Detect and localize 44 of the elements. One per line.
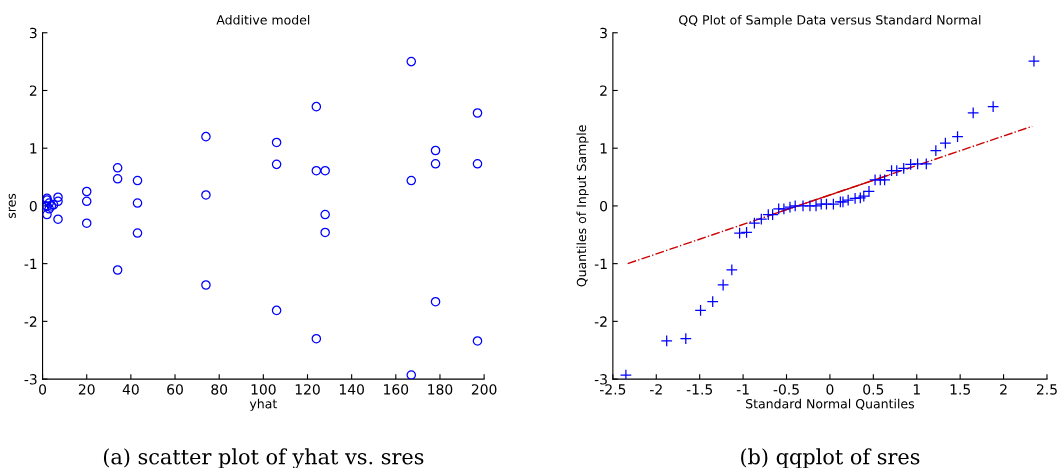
x-tick-label: 2 bbox=[1000, 384, 1007, 395]
x-tick-label: 0.5 bbox=[863, 384, 884, 395]
x-tick-label: -2 bbox=[650, 384, 662, 395]
x-tick-label: 1.5 bbox=[950, 384, 970, 395]
x-tick-label: 160 bbox=[384, 384, 409, 395]
text: (b) qqplot of sres bbox=[741, 448, 920, 468]
x-tick-label: 100 bbox=[251, 384, 276, 395]
x-tick-label: -0.5 bbox=[773, 384, 799, 395]
y-tick-label: 1 bbox=[30, 143, 37, 154]
y-tick-label: 0 bbox=[600, 200, 608, 212]
x-tick-label: -1.5 bbox=[686, 384, 713, 395]
y-tick-label: -1 bbox=[594, 258, 607, 269]
y-tick-label: -3 bbox=[594, 374, 607, 385]
y-tick-label: 3 bbox=[29, 27, 37, 39]
y-axis-title: sres bbox=[8, 193, 16, 219]
x-axis-title: Standard Normal Quantiles bbox=[746, 398, 915, 410]
y-axis-title: Quantiles of Input Sample bbox=[576, 125, 589, 287]
y-tick-label: 2 bbox=[29, 85, 37, 96]
y-tick-label: -3 bbox=[24, 374, 37, 385]
x-tick-label: 120 bbox=[295, 384, 320, 395]
x-tick-label: 140 bbox=[339, 384, 364, 395]
x-tick-label: -1 bbox=[736, 384, 749, 395]
y-tick-label: -2 bbox=[594, 316, 607, 327]
x-axis-title: yhat bbox=[249, 398, 277, 411]
x-tick-label: 60 bbox=[167, 384, 183, 395]
chart-title: QQ Plot of Sample Data versus Standard Normal bbox=[679, 14, 981, 28]
x-tick-label: -2.5 bbox=[599, 384, 626, 395]
x-tick-label: 200 bbox=[471, 384, 497, 395]
x-tick-label: 2.5 bbox=[1036, 384, 1057, 395]
x-tick-label: 180 bbox=[428, 384, 453, 395]
x-tick-label: 0 bbox=[826, 384, 834, 395]
y-tick-label: -2 bbox=[24, 316, 37, 327]
x-tick-label: 0 bbox=[39, 384, 47, 395]
y-tick-label: 3 bbox=[600, 27, 607, 39]
x-tick-label: 1 bbox=[913, 384, 920, 395]
x-tick-label: 40 bbox=[122, 384, 139, 395]
y-tick-label: 0 bbox=[29, 200, 37, 212]
x-tick-label: 20 bbox=[78, 384, 95, 395]
y-tick-label: 2 bbox=[600, 85, 607, 96]
x-tick-label: 80 bbox=[211, 384, 228, 395]
y-tick-label: -1 bbox=[24, 258, 37, 269]
chart-title: Additive model bbox=[216, 14, 310, 25]
text: (a) scatter plot of yhat vs. sres bbox=[103, 448, 424, 468]
y-tick-label: 1 bbox=[600, 143, 607, 154]
